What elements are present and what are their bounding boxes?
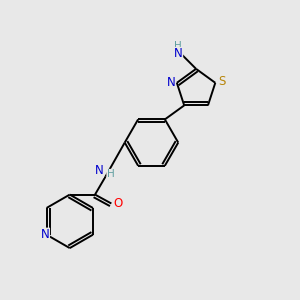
Text: O: O bbox=[113, 197, 122, 210]
Text: N: N bbox=[41, 228, 50, 241]
Text: N: N bbox=[174, 47, 183, 61]
Text: N: N bbox=[167, 76, 175, 89]
Text: H: H bbox=[107, 169, 115, 179]
Text: S: S bbox=[218, 75, 226, 88]
Text: H: H bbox=[174, 41, 182, 51]
Text: N: N bbox=[94, 164, 103, 177]
